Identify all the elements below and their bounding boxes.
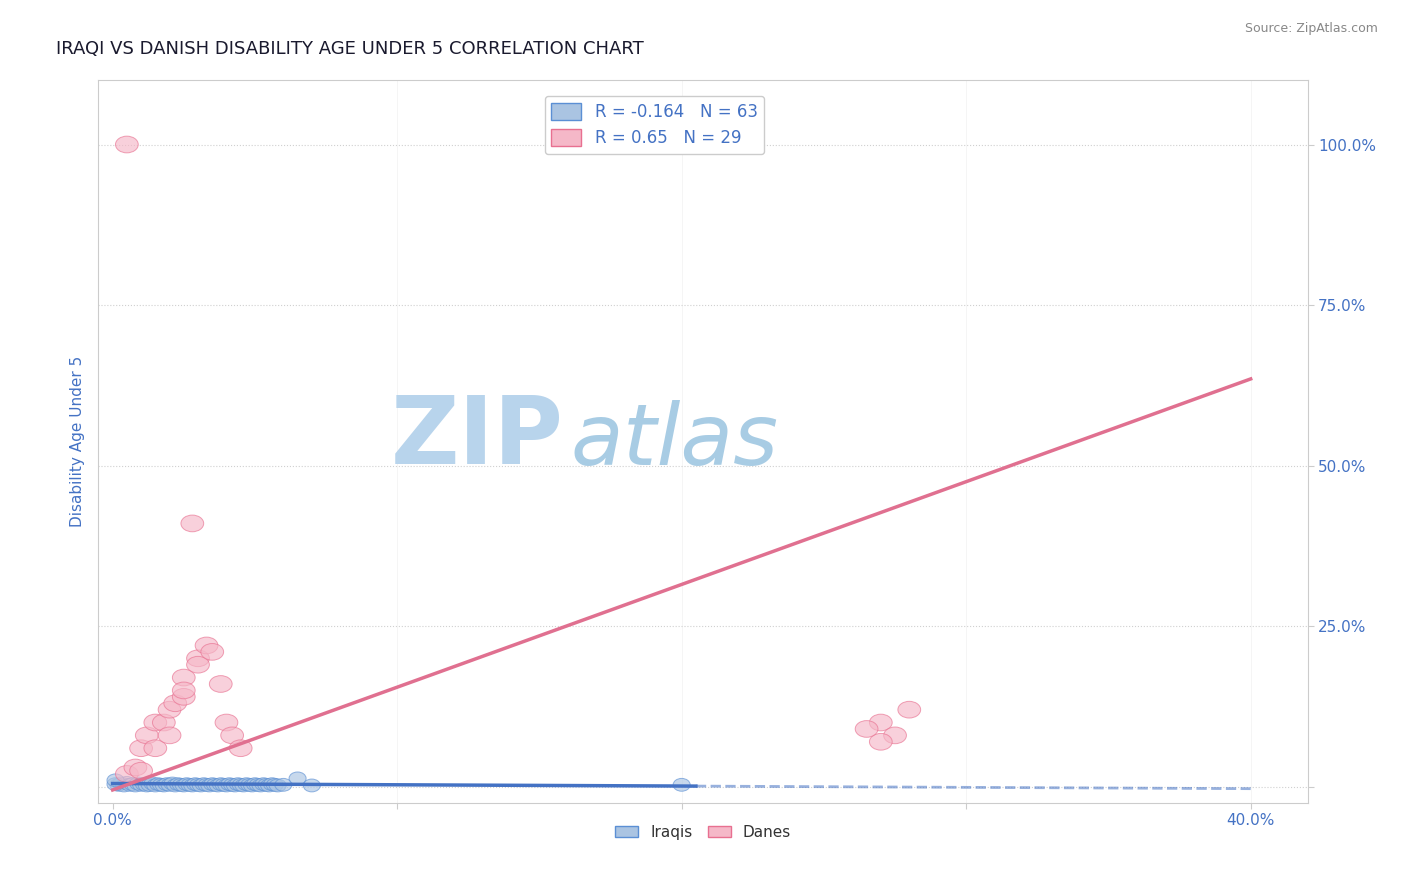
Text: atlas: atlas <box>569 400 778 483</box>
Ellipse shape <box>269 779 287 792</box>
Ellipse shape <box>187 657 209 673</box>
Ellipse shape <box>143 739 167 756</box>
Ellipse shape <box>238 778 254 790</box>
Ellipse shape <box>146 779 165 792</box>
Y-axis label: Disability Age Under 5: Disability Age Under 5 <box>69 356 84 527</box>
Ellipse shape <box>207 779 224 791</box>
Ellipse shape <box>224 779 240 791</box>
Ellipse shape <box>246 778 263 790</box>
Ellipse shape <box>110 779 127 791</box>
Ellipse shape <box>198 779 215 791</box>
Ellipse shape <box>190 779 207 791</box>
Ellipse shape <box>162 779 179 791</box>
Ellipse shape <box>209 675 232 692</box>
Ellipse shape <box>209 779 226 792</box>
Ellipse shape <box>869 714 893 731</box>
Text: IRAQI VS DANISH DISABILITY AGE UNDER 5 CORRELATION CHART: IRAQI VS DANISH DISABILITY AGE UNDER 5 C… <box>56 40 644 58</box>
Ellipse shape <box>115 136 138 153</box>
Ellipse shape <box>215 779 232 791</box>
Ellipse shape <box>201 779 218 792</box>
Ellipse shape <box>181 515 204 532</box>
Ellipse shape <box>173 779 190 791</box>
Ellipse shape <box>167 779 184 792</box>
Ellipse shape <box>263 778 281 790</box>
Ellipse shape <box>304 779 321 792</box>
Ellipse shape <box>112 777 129 790</box>
Ellipse shape <box>124 759 146 776</box>
Text: ZIP: ZIP <box>391 392 564 484</box>
Ellipse shape <box>152 714 176 731</box>
Ellipse shape <box>252 779 269 792</box>
Ellipse shape <box>107 774 124 787</box>
Ellipse shape <box>243 779 260 792</box>
Ellipse shape <box>149 778 167 790</box>
Ellipse shape <box>157 701 181 718</box>
Ellipse shape <box>173 689 195 706</box>
Ellipse shape <box>883 727 907 744</box>
Ellipse shape <box>221 727 243 744</box>
Ellipse shape <box>229 778 246 790</box>
Ellipse shape <box>115 779 132 792</box>
Ellipse shape <box>135 727 157 744</box>
Ellipse shape <box>187 778 204 790</box>
Ellipse shape <box>157 778 176 790</box>
Ellipse shape <box>129 763 152 779</box>
Ellipse shape <box>135 778 152 790</box>
Ellipse shape <box>240 779 257 791</box>
Ellipse shape <box>187 650 209 666</box>
Ellipse shape <box>215 714 238 731</box>
Ellipse shape <box>673 779 690 791</box>
Ellipse shape <box>226 779 243 792</box>
Ellipse shape <box>195 778 212 790</box>
Ellipse shape <box>869 733 893 750</box>
Ellipse shape <box>855 721 877 738</box>
Text: Source: ZipAtlas.com: Source: ZipAtlas.com <box>1244 22 1378 36</box>
Ellipse shape <box>121 779 138 791</box>
Ellipse shape <box>193 779 209 792</box>
Ellipse shape <box>179 778 195 790</box>
Ellipse shape <box>165 695 187 712</box>
Ellipse shape <box>898 701 921 718</box>
Ellipse shape <box>165 777 181 790</box>
Ellipse shape <box>260 779 277 792</box>
Ellipse shape <box>235 779 252 792</box>
Ellipse shape <box>201 643 224 660</box>
Ellipse shape <box>129 777 146 790</box>
Ellipse shape <box>124 778 141 790</box>
Ellipse shape <box>155 779 173 792</box>
Ellipse shape <box>266 779 284 791</box>
Ellipse shape <box>127 779 143 792</box>
Ellipse shape <box>204 778 221 790</box>
Ellipse shape <box>232 779 249 791</box>
Ellipse shape <box>115 765 138 782</box>
Ellipse shape <box>143 714 167 731</box>
Ellipse shape <box>249 779 266 791</box>
Ellipse shape <box>218 779 235 792</box>
Ellipse shape <box>257 779 274 791</box>
Ellipse shape <box>118 776 135 789</box>
Ellipse shape <box>107 778 124 790</box>
Ellipse shape <box>132 779 149 791</box>
Ellipse shape <box>173 682 195 698</box>
Ellipse shape <box>195 637 218 654</box>
Ellipse shape <box>143 777 162 790</box>
Ellipse shape <box>176 779 193 792</box>
Ellipse shape <box>181 779 198 791</box>
Ellipse shape <box>138 779 155 792</box>
Ellipse shape <box>274 779 292 791</box>
Ellipse shape <box>184 779 201 792</box>
Ellipse shape <box>290 772 307 785</box>
Ellipse shape <box>221 778 238 790</box>
Ellipse shape <box>152 779 170 791</box>
Ellipse shape <box>141 779 157 791</box>
Legend: Iraqis, Danes: Iraqis, Danes <box>609 819 797 846</box>
Ellipse shape <box>157 727 181 744</box>
Ellipse shape <box>229 739 252 756</box>
Ellipse shape <box>129 739 152 756</box>
Ellipse shape <box>254 778 271 790</box>
Ellipse shape <box>212 778 229 790</box>
Ellipse shape <box>170 778 187 790</box>
Ellipse shape <box>173 669 195 686</box>
